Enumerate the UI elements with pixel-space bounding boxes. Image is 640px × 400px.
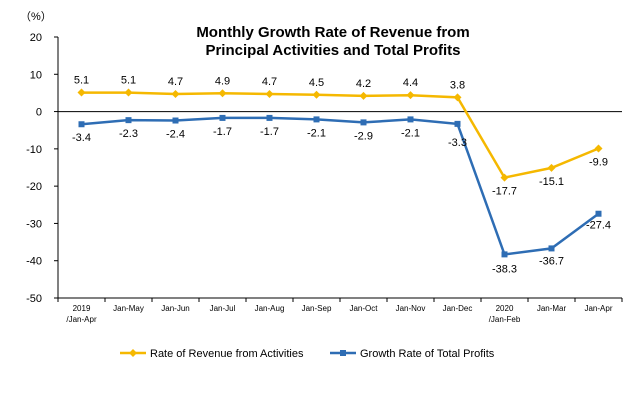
x-tick-labels: 2019/Jan-Apr Jan-May Jan-Jun Jan-Jul Jan-Aug… — [66, 304, 612, 324]
data-point — [595, 210, 602, 217]
data-point — [548, 245, 555, 252]
y-tick-label: 10 — [30, 69, 42, 81]
x-tick-label: /Jan-Apr — [66, 315, 97, 324]
data-point — [219, 114, 226, 121]
x-tick-label: Jan-Mar — [537, 304, 567, 313]
y-tick-label: -40 — [26, 256, 42, 268]
data-label: 4.7 — [262, 76, 277, 88]
x-tick-label: Jan-Aug — [255, 304, 285, 313]
data-label: -27.4 — [586, 220, 611, 232]
data-point — [266, 114, 273, 121]
data-label: 4.2 — [356, 78, 371, 90]
y-tick-label: 20 — [30, 32, 42, 44]
x-tick-label: Jan-Dec — [443, 304, 473, 313]
data-label: -2.9 — [354, 130, 373, 142]
data-point — [77, 88, 86, 97]
data-label: -9.9 — [589, 156, 608, 168]
data-label: -2.1 — [401, 127, 420, 139]
y-tick-label: -50 — [26, 293, 42, 305]
x-tick-label: Jan-Sep — [302, 304, 332, 313]
data-point — [547, 163, 556, 172]
axes — [54, 36, 623, 302]
y-tick-label: 0 — [36, 107, 42, 119]
data-label: 4.5 — [309, 77, 324, 89]
x-tick-label: Jan-Nov — [396, 304, 426, 313]
x-tick-label: 2019 — [73, 304, 91, 313]
x-tick-label: Jan-Oct — [349, 304, 378, 313]
legend-marker — [340, 350, 346, 356]
data-point — [454, 120, 461, 127]
series-line-2 — [81, 116, 600, 256]
data-label: -2.1 — [307, 127, 326, 139]
unit-label: （%） — [20, 10, 52, 23]
title-line: Principal Activities and Total Profits — [205, 42, 460, 59]
legend-label: Growth Rate of Total Profits — [360, 348, 495, 360]
x-tick-label: Jan-May — [113, 304, 144, 313]
data-point — [406, 91, 415, 100]
data-point — [78, 121, 85, 128]
legend: Rate of Revenue from Activities Growth Ra… — [120, 348, 495, 360]
data-label: -17.7 — [492, 186, 517, 198]
data-label: -3.3 — [448, 137, 467, 149]
x-tick-label: Jan-Jul — [210, 304, 236, 313]
data-point — [407, 116, 414, 123]
data-label: 5.1 — [121, 75, 136, 87]
data-point — [312, 90, 321, 99]
data-point — [172, 117, 179, 124]
x-tick-label: Jan-Apr — [584, 304, 612, 313]
data-point — [125, 117, 132, 124]
data-point — [359, 91, 368, 100]
data-point — [360, 119, 367, 126]
y-tick-labels: 20 10 0 -10 -20 -30 -40 -50 — [26, 32, 42, 305]
data-label: 4.7 — [168, 76, 183, 88]
legend-label: Rate of Revenue from Activities — [150, 348, 304, 360]
data-label: 5.1 — [74, 75, 89, 87]
data-label: -2.4 — [166, 129, 185, 141]
x-tick-label: /Jan-Feb — [489, 315, 521, 324]
chart-title: Monthly Growth Rate of Revenue fromPrinc… — [196, 24, 469, 59]
data-point — [218, 89, 227, 98]
data-label: 3.8 — [450, 79, 465, 91]
series-group — [77, 88, 603, 258]
data-label: -1.7 — [260, 126, 279, 138]
data-labels: 5.1 5.1 4.7 4.9 4.7 4.5 4.2 4.4 3.8 -17.7 -15.1 -9.… — [72, 75, 611, 276]
data-point — [265, 90, 274, 99]
data-label: -2.3 — [119, 128, 138, 140]
data-point — [124, 88, 133, 97]
y-tick-label: -30 — [26, 218, 42, 230]
y-tick-label: -10 — [26, 144, 42, 156]
data-point — [313, 116, 320, 123]
data-point — [171, 90, 180, 99]
legend-marker — [129, 349, 137, 357]
data-point — [453, 93, 462, 102]
y-tick-label: -20 — [26, 181, 42, 193]
data-label: 4.4 — [403, 77, 418, 89]
data-point — [594, 144, 603, 153]
data-label: 4.9 — [215, 75, 230, 87]
x-tick-label: 2020 — [496, 304, 514, 313]
data-label: -1.7 — [213, 126, 232, 138]
data-label: -15.1 — [539, 176, 564, 188]
data-label: -3.4 — [72, 132, 91, 144]
data-label: -38.3 — [492, 263, 517, 275]
data-point — [500, 173, 509, 182]
series-line-1 — [81, 91, 599, 180]
data-point — [501, 251, 508, 258]
title-line: Monthly Growth Rate of Revenue from — [196, 24, 469, 41]
data-label: -36.7 — [539, 255, 564, 267]
x-tick-label: Jan-Jun — [161, 304, 189, 313]
